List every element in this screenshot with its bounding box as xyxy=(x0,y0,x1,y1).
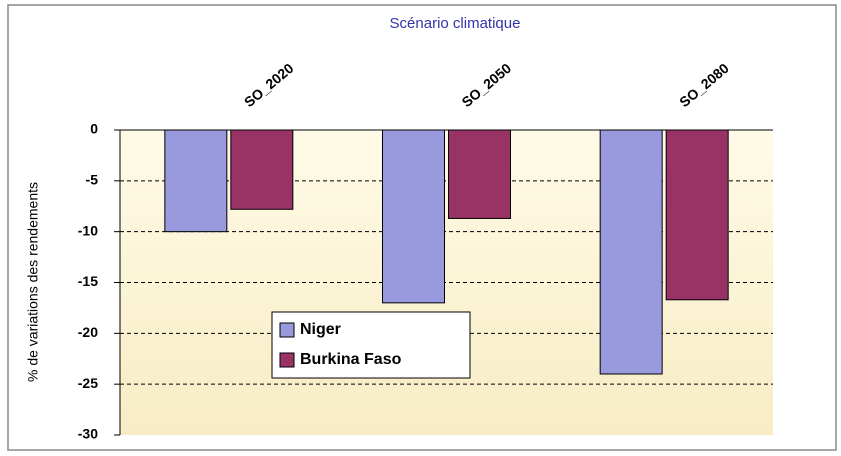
y-tick-label: -10 xyxy=(78,222,98,238)
bar xyxy=(164,129,228,233)
legend-label: Burkina Faso xyxy=(300,351,402,368)
y-tick-label: -25 xyxy=(78,375,98,391)
y-tick-label: -5 xyxy=(86,172,99,188)
y-tick-label: -30 xyxy=(78,426,98,442)
bar xyxy=(382,129,445,304)
legend-label: Niger xyxy=(300,321,341,338)
bar xyxy=(230,129,294,210)
bar xyxy=(448,129,511,219)
y-tick-label: 0 xyxy=(90,121,98,137)
y-axis-label: % de variations des rendements xyxy=(25,182,41,382)
bar xyxy=(665,129,729,301)
y-tick-label: -20 xyxy=(78,324,98,340)
legend-swatch xyxy=(279,322,295,338)
y-tick-label: -15 xyxy=(78,273,98,289)
bar xyxy=(599,129,663,375)
legend-swatch xyxy=(279,352,295,368)
chart-title: Scénario climatique xyxy=(390,15,521,32)
legend-box xyxy=(271,311,471,379)
